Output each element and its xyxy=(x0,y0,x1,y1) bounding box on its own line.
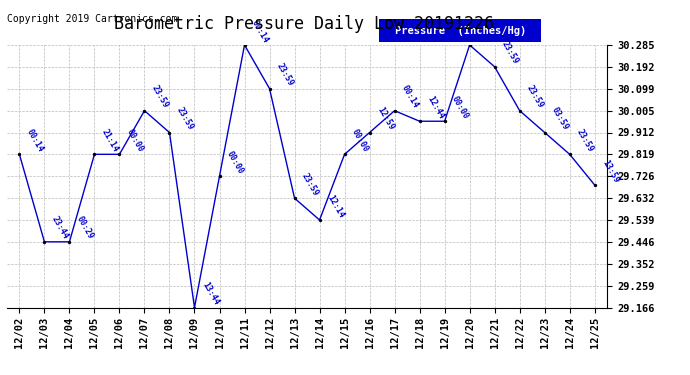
Text: 00:14: 00:14 xyxy=(25,128,46,153)
Point xyxy=(139,108,150,114)
Text: 12:14: 12:14 xyxy=(325,193,346,219)
Point xyxy=(339,152,350,157)
Point xyxy=(314,217,325,223)
Text: 23:59: 23:59 xyxy=(275,62,295,88)
Text: 12:59: 12:59 xyxy=(375,106,395,132)
Text: 23:59: 23:59 xyxy=(150,84,170,110)
Point xyxy=(289,195,300,201)
Text: 23:59: 23:59 xyxy=(500,40,520,66)
Point xyxy=(64,239,75,245)
Point xyxy=(14,152,25,157)
Point xyxy=(189,304,200,310)
Text: Barometric Pressure Daily Low 20191226: Barometric Pressure Daily Low 20191226 xyxy=(114,15,493,33)
Point xyxy=(214,173,225,179)
Text: 23:59: 23:59 xyxy=(575,128,595,153)
Text: 13:59: 13:59 xyxy=(600,158,620,184)
Text: 03:59: 03:59 xyxy=(550,106,571,132)
Text: 21:14: 21:14 xyxy=(100,128,120,153)
Point xyxy=(89,152,100,157)
Text: 12:44: 12:44 xyxy=(425,94,446,120)
Text: 00:14: 00:14 xyxy=(250,18,270,44)
Text: 00:00: 00:00 xyxy=(225,149,246,176)
Point xyxy=(114,152,125,157)
Text: 00:00: 00:00 xyxy=(450,94,471,120)
Text: 00:00: 00:00 xyxy=(350,128,371,153)
Text: 23:59: 23:59 xyxy=(300,171,320,197)
Text: 00:14: 00:14 xyxy=(400,84,420,110)
Point xyxy=(414,118,425,124)
Point xyxy=(164,129,175,135)
Point xyxy=(514,108,525,114)
Point xyxy=(589,182,600,188)
Point xyxy=(464,42,475,48)
Point xyxy=(364,129,375,135)
Text: 23:59: 23:59 xyxy=(175,106,195,132)
Point xyxy=(489,64,500,70)
Text: 23:59: 23:59 xyxy=(525,84,546,110)
Point xyxy=(539,129,550,135)
Text: 00:29: 00:29 xyxy=(75,215,95,241)
Text: Copyright 2019 Cartronics.com: Copyright 2019 Cartronics.com xyxy=(7,14,177,24)
Text: 23:44: 23:44 xyxy=(50,215,70,241)
Point xyxy=(39,239,50,245)
Point xyxy=(564,152,575,157)
Text: 23:59: 23:59 xyxy=(475,18,495,44)
Text: 00:00: 00:00 xyxy=(125,128,146,153)
Point xyxy=(389,108,400,114)
Point xyxy=(439,118,450,124)
Point xyxy=(239,42,250,48)
Text: 13:44: 13:44 xyxy=(200,280,220,307)
Point xyxy=(264,86,275,92)
